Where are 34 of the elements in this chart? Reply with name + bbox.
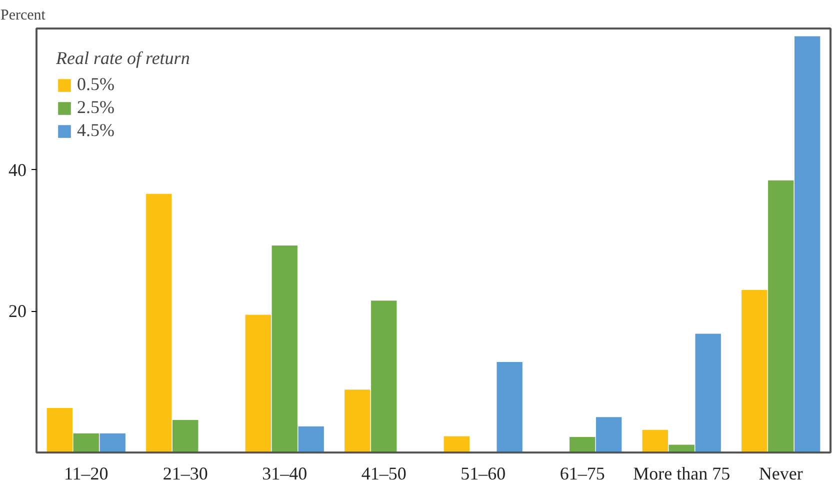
bar — [344, 390, 370, 452]
legend-title: Real rate of return — [56, 48, 190, 69]
y-tick-label: 40 — [8, 160, 26, 180]
bar — [742, 290, 768, 452]
bar — [642, 430, 668, 452]
bar — [444, 436, 470, 452]
bar — [596, 417, 622, 452]
x-tick-label: 41–50 — [361, 464, 406, 484]
x-tick-label: 21–30 — [162, 464, 208, 484]
bar — [46, 408, 72, 452]
x-tick-label: 61–75 — [560, 464, 605, 484]
bar — [298, 426, 324, 452]
x-tick-label: Never — [758, 464, 803, 484]
bar — [768, 180, 794, 452]
bar — [245, 314, 271, 452]
legend-label: 2.5% — [77, 97, 114, 118]
x-tick-label: 31–40 — [262, 464, 308, 484]
legend-label: 0.5% — [77, 74, 114, 95]
bar — [172, 420, 198, 452]
bar — [695, 334, 721, 452]
x-tick-label: 11–20 — [64, 464, 108, 484]
x-tick-label: 51–60 — [460, 464, 506, 484]
bar — [794, 36, 820, 452]
x-tick-label: More than 75 — [633, 464, 730, 484]
bar — [73, 433, 99, 452]
bar — [100, 433, 126, 452]
y-tick-label: 20 — [8, 301, 26, 322]
bar — [496, 362, 522, 452]
bar — [570, 436, 596, 452]
y-axis-title: Percent — [0, 8, 46, 24]
legend-label: 4.5% — [77, 120, 114, 141]
bar — [146, 194, 172, 452]
bar — [272, 245, 298, 452]
bar — [371, 300, 397, 452]
